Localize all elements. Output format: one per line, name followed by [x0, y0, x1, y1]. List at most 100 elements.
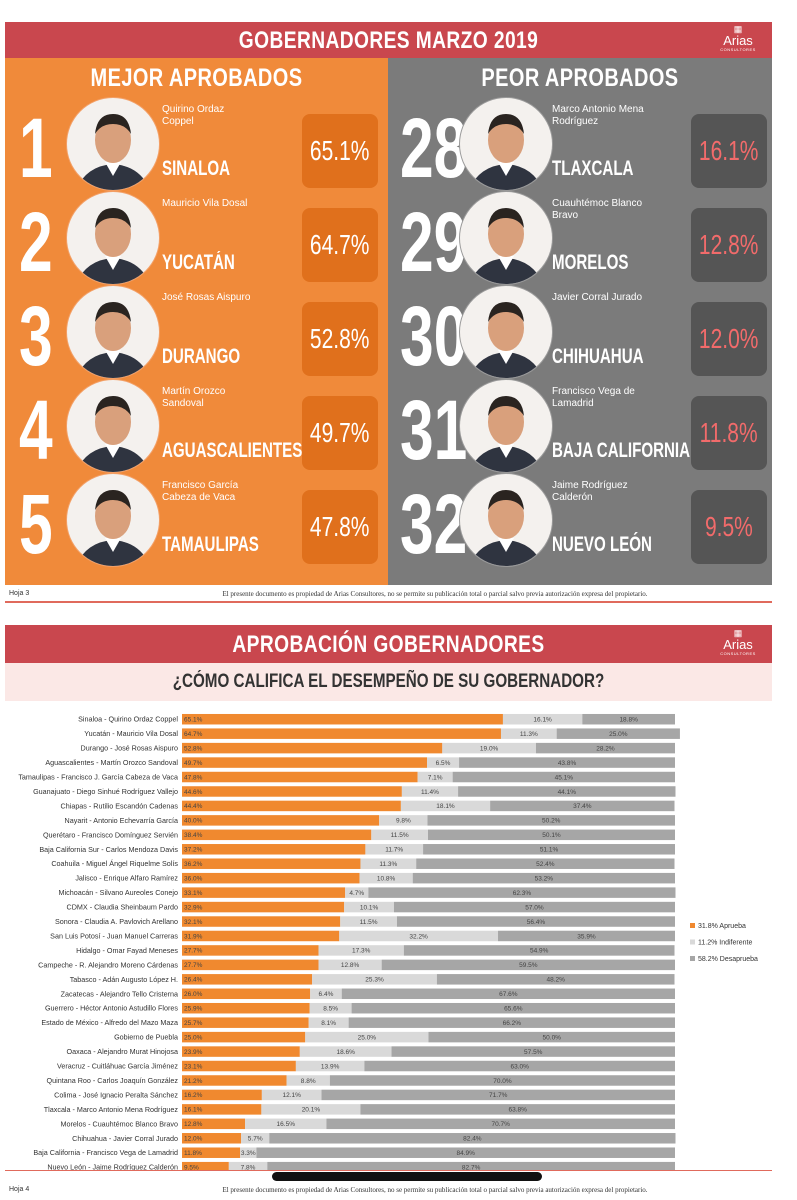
logo: ▦ Arias CONSULTORES: [713, 25, 763, 53]
rank: 28: [400, 101, 468, 195]
approval-box: 12.8%: [691, 208, 767, 282]
value-label: 16.1%: [533, 717, 552, 724]
value-label: 9.8%: [396, 818, 411, 825]
legend-swatch: [690, 939, 695, 945]
bar-segment: [240, 1147, 257, 1158]
value-label: 32.2%: [409, 933, 428, 940]
bar-segment: [427, 757, 460, 768]
value-label: 63.8%: [509, 1107, 528, 1114]
value-label: 25.0%: [184, 1034, 203, 1041]
slide-title: GOBERNADORES MARZO 2019: [238, 27, 539, 54]
value-label: 37.4%: [573, 803, 592, 810]
value-label: 38.4%: [184, 832, 203, 839]
approval-box: 65.1%: [302, 114, 378, 188]
value-label: 50.1%: [542, 832, 561, 839]
value-label: 11.3%: [520, 731, 538, 738]
bar-segment: [269, 1133, 676, 1144]
category-label: Yucatán - Mauricio Vila Dosal: [84, 729, 178, 738]
value-label: 5.7%: [248, 1136, 263, 1143]
bar-segment: [182, 974, 313, 985]
value-label: 44.4%: [184, 803, 203, 810]
bar-segment: [458, 786, 676, 797]
bar-segment: [182, 901, 345, 913]
subtitle-band: ¿CÓMO CALIFICA EL DESEMPEÑO DE SU GOBERN…: [5, 663, 772, 701]
value-label: 50.0%: [543, 1034, 562, 1041]
bar-segment: [318, 959, 382, 971]
approval: 47.8%: [310, 511, 370, 542]
category-label: Aguascalientes - Martín Orozco Sandoval: [45, 758, 178, 767]
bar-segment: [428, 829, 675, 841]
bar-segment: [182, 728, 501, 739]
approval-box: 11.8%: [691, 396, 767, 470]
value-label: 11.4%: [421, 789, 439, 796]
bar-segment: [427, 815, 675, 826]
category-label: Tamaulipas - Francisco J. García Cabeza …: [18, 773, 178, 782]
logo-sub: CONSULTORES: [720, 47, 756, 52]
bar-segment: [371, 829, 429, 841]
value-label: 70.7%: [492, 1121, 511, 1128]
bar-segment: [416, 858, 675, 869]
title-bar: APROBACIÓN GOBERNADORES ▦ Arias CONSULTO…: [5, 625, 772, 663]
category-label: Querétaro - Francisco Domínguez Servién: [43, 830, 178, 839]
bar-segment: [381, 959, 675, 971]
bar-segment: [379, 815, 428, 826]
category-label: Nayarit - Antonio Echevarría García: [65, 816, 178, 825]
value-label: 11.5%: [391, 832, 409, 839]
bar-segment: [310, 988, 342, 1000]
category-label: Sonora - Claudia A. Pavlovich Arellano: [55, 917, 178, 926]
worst-heading: PEOR APROBADOS: [481, 64, 679, 92]
worst-panel: PEOR APROBADOS 28 Marco Antonio Mena Rod…: [388, 58, 772, 585]
category-label: Coahuila - Miguel Ángel Riquelme Solís: [51, 859, 178, 868]
value-label: 12.8%: [184, 1121, 203, 1128]
bar-segment: [368, 887, 676, 898]
category-label: CDMX - Claudia Sheinbaum Pardo: [67, 903, 178, 912]
category-label: Hidalgo - Omar Fayad Meneses: [76, 946, 178, 955]
bar-segment: [182, 858, 361, 869]
approval: 9.5%: [705, 511, 753, 542]
value-label: 65.1%: [184, 717, 203, 724]
bar-segment: [228, 1161, 268, 1170]
category-label: Nuevo León - Jaime Rodríguez Calderón: [47, 1163, 178, 1170]
bar-segment: [182, 872, 360, 884]
value-label: 82.4%: [463, 1136, 482, 1143]
bar-segment: [182, 786, 402, 797]
bar-segment: [393, 901, 675, 913]
value-label: 27.7%: [184, 962, 203, 969]
governor-name: Mauricio Vila Dosal: [162, 198, 248, 209]
value-label: 26.4%: [184, 977, 203, 984]
bar-segment: [182, 1133, 242, 1144]
value-label: 65.6%: [504, 1006, 523, 1013]
value-label: 66.2%: [503, 1020, 522, 1027]
portrait: [459, 285, 553, 379]
value-label: 25.3%: [365, 977, 384, 984]
category-label: San Luis Potosí - Juan Manuel Carreras: [50, 931, 178, 940]
bar-segment: [351, 1002, 675, 1014]
governor-name: Cuauhtémoc Blanco Bravo: [552, 198, 643, 221]
bar-segment: [359, 872, 413, 884]
value-label: 44.6%: [184, 789, 203, 796]
value-label: 36.2%: [184, 861, 203, 868]
approval: 12.0%: [699, 323, 759, 354]
bar-segment: [403, 945, 675, 956]
bar-segment: [182, 771, 418, 783]
bar-segment: [452, 771, 675, 783]
bar-segment: [498, 930, 675, 942]
value-label: 4.7%: [349, 890, 364, 897]
bar-segment: [309, 1002, 352, 1014]
value-label: 11.7%: [385, 847, 403, 854]
value-label: 16.2%: [184, 1092, 203, 1099]
value-label: 7.1%: [428, 774, 443, 781]
governor-name: Quirino Ordaz Coppel: [162, 104, 225, 127]
approval: 12.8%: [699, 229, 759, 260]
bar-segment: [401, 786, 459, 797]
state: TAMAULIPAS: [162, 533, 259, 556]
value-label: 6.4%: [319, 991, 334, 998]
page-number: Hoja 4: [9, 1186, 30, 1193]
bar-segment: [360, 1104, 675, 1115]
category-label: Campeche - R. Alejandro Moreno Cárdenas: [38, 960, 178, 969]
rank: 32: [400, 477, 468, 571]
value-label: 32.9%: [184, 904, 203, 911]
value-label: 56.4%: [527, 919, 546, 926]
rank: 1: [19, 101, 53, 195]
value-label: 23.1%: [184, 1063, 203, 1070]
